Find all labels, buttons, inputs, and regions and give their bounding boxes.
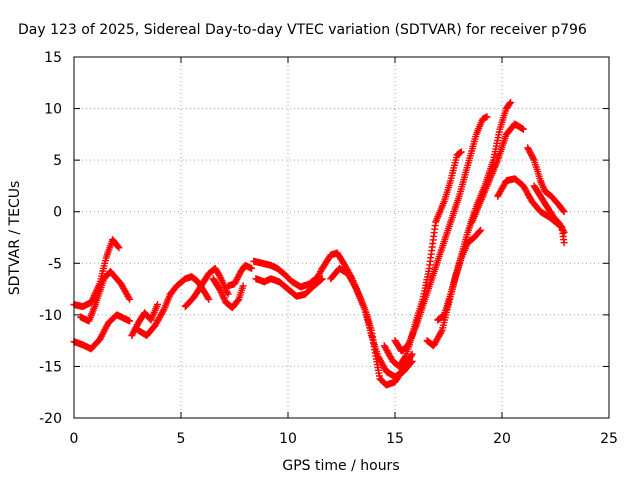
data-point <box>559 207 567 214</box>
data-point <box>477 226 485 234</box>
series-track-15 <box>391 113 491 355</box>
y-axis-label: SDTVAR / TECUs <box>7 181 23 296</box>
series-track-14 <box>380 148 465 370</box>
data-point <box>154 301 161 308</box>
data-point <box>239 282 247 290</box>
series-track-8 <box>209 275 247 312</box>
data-point <box>529 153 536 161</box>
data-point <box>205 295 213 303</box>
series-track-9 <box>224 261 256 290</box>
data-point <box>235 271 243 279</box>
x-tick-label: 5 <box>177 431 186 447</box>
data-point <box>407 358 415 366</box>
data-point <box>519 125 527 133</box>
data-point <box>115 244 123 252</box>
data-point <box>248 264 256 272</box>
data-point <box>507 98 515 106</box>
data-point <box>437 328 445 336</box>
chart-grid <box>74 57 609 418</box>
series-track-13 <box>327 264 416 381</box>
y-tick-label: 5 <box>53 153 62 169</box>
data-point <box>126 317 134 325</box>
data-point <box>560 228 568 236</box>
data-point <box>528 152 536 159</box>
data-point <box>525 145 532 153</box>
plot-frame <box>73 56 610 419</box>
series-track-21 <box>530 182 568 236</box>
x-tick-label: 15 <box>386 431 404 447</box>
data-point <box>215 270 223 278</box>
data-point <box>483 113 491 121</box>
data-point <box>220 294 227 301</box>
data-point <box>476 227 484 235</box>
data-point <box>560 239 568 247</box>
data-point <box>526 148 534 156</box>
x-axis-label: GPS time / hours <box>282 458 399 474</box>
series-track-2 <box>70 311 134 353</box>
data-point <box>231 280 238 288</box>
data-point <box>525 147 533 155</box>
data-point <box>560 208 568 216</box>
data-point <box>223 287 230 295</box>
series-track-18 <box>468 120 527 226</box>
x-tick-label: 25 <box>600 431 618 447</box>
data-point <box>529 155 537 163</box>
data-point <box>126 295 134 303</box>
data-point <box>131 325 139 333</box>
x-tick-label: 10 <box>279 431 297 447</box>
data-point <box>232 277 240 285</box>
data-point <box>408 357 416 365</box>
series-track-20 <box>524 144 568 216</box>
data-point <box>457 148 465 156</box>
data-point <box>506 100 514 108</box>
chart-ticks: 0 5 10 15 20 25 -20 -15 -10 -5 0 5 10 15 <box>39 50 618 447</box>
data-point <box>234 274 242 282</box>
x-tick-label: 20 <box>493 431 511 447</box>
data-point <box>234 297 242 305</box>
data-point <box>216 273 224 281</box>
data-point <box>317 276 325 284</box>
chart-marks <box>70 98 568 389</box>
y-tick-label: 10 <box>44 102 62 118</box>
data-point <box>114 243 122 251</box>
series-track-11 <box>252 275 326 300</box>
data-point <box>318 275 326 283</box>
series-track-7 <box>181 264 232 311</box>
y-tick-label: 15 <box>44 50 62 66</box>
y-tick-label: -10 <box>39 308 62 324</box>
data-point <box>559 227 567 235</box>
data-point <box>129 330 137 338</box>
data-point <box>125 294 133 302</box>
x-tick-label: 0 <box>70 431 79 447</box>
data-point <box>129 328 137 336</box>
data-point <box>231 278 239 286</box>
data-point <box>204 294 212 302</box>
y-tick-label: -5 <box>48 256 62 272</box>
data-point <box>133 322 141 330</box>
chart-title: Day 123 of 2025, Sidereal Day-to-day VTE… <box>18 22 587 38</box>
series-track-3 <box>76 268 134 325</box>
data-point <box>216 285 223 293</box>
y-tick-label: -15 <box>39 359 62 375</box>
data-point <box>524 144 532 152</box>
data-point <box>233 275 241 283</box>
data-point <box>224 290 232 298</box>
data-point <box>401 353 409 361</box>
series-track-4 <box>128 301 161 339</box>
y-tick-label: 0 <box>53 205 62 221</box>
data-point <box>235 272 242 280</box>
y-tick-label: -20 <box>39 411 62 427</box>
data-point <box>128 332 136 339</box>
